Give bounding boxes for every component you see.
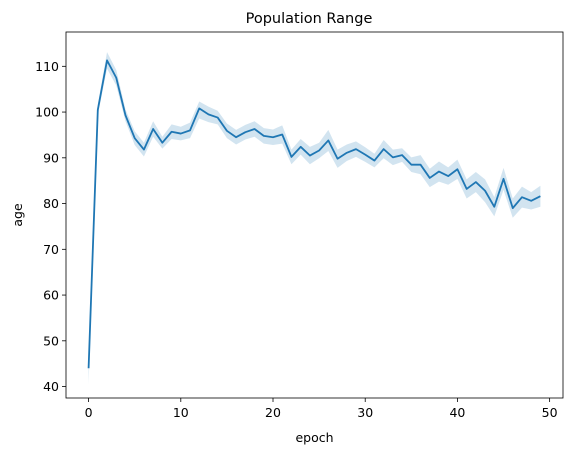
x-tick-label: 10 bbox=[173, 405, 189, 420]
x-tick-label: 30 bbox=[357, 405, 373, 420]
x-tick-label: 20 bbox=[265, 405, 281, 420]
y-axis-label: age bbox=[10, 203, 25, 227]
y-tick-label: 80 bbox=[43, 196, 59, 211]
x-tick-label: 0 bbox=[85, 405, 93, 420]
x-tick-label: 40 bbox=[449, 405, 465, 420]
confidence-band bbox=[88, 52, 541, 385]
series-line bbox=[87, 59, 541, 369]
y-axis: 40 50 60 70 80 90 100 110 bbox=[35, 59, 66, 394]
y-tick-label: 60 bbox=[43, 288, 59, 303]
y-tick-label: 100 bbox=[35, 105, 59, 120]
plot-frame bbox=[65, 31, 564, 399]
y-tick-label: 50 bbox=[43, 333, 59, 348]
y-tick-label: 90 bbox=[43, 150, 59, 165]
x-tick-label: 50 bbox=[542, 405, 558, 420]
y-tick-label: 110 bbox=[35, 59, 59, 74]
chart-title: Population Range bbox=[246, 11, 373, 27]
x-axis: 0 10 20 30 40 50 bbox=[85, 398, 558, 420]
x-axis-label: epoch bbox=[295, 430, 333, 445]
y-tick-label: 70 bbox=[43, 242, 59, 257]
y-tick-label: 40 bbox=[43, 379, 59, 394]
